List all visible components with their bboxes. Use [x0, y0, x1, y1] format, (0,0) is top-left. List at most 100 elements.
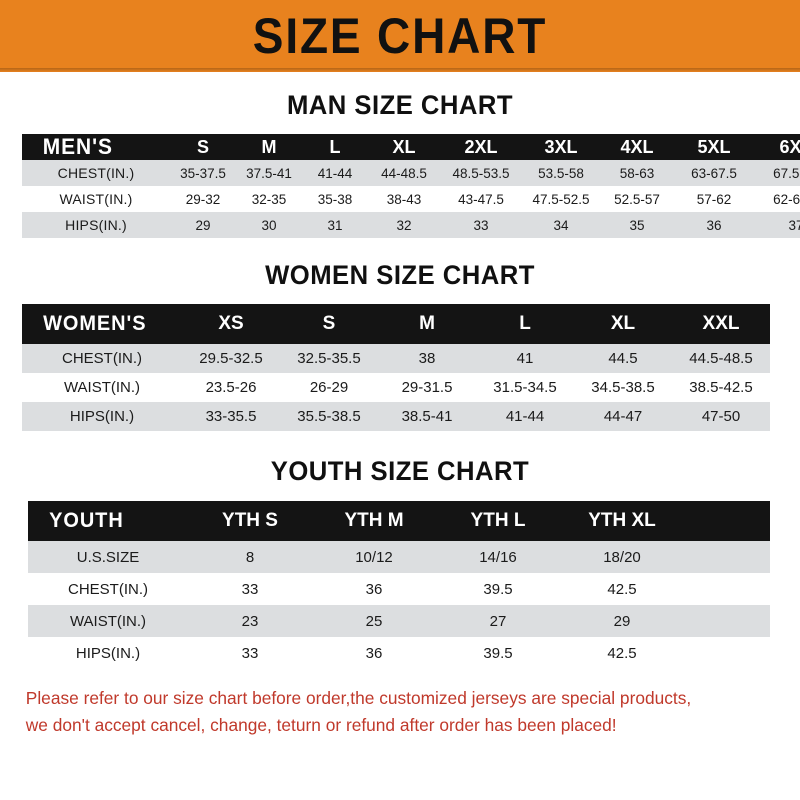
youth-row-0-val-5 [727, 541, 770, 573]
table-row: CHEST(IN.) 33 36 39.5 42.5 [28, 573, 770, 605]
page-title: SIZE CHART [252, 8, 548, 64]
men-row-2-val-7: 36 [706, 217, 722, 233]
men-col-2: L [329, 136, 341, 157]
youth-row-2-val-2: 27 [489, 612, 507, 630]
youth-row-0-val-0: 8 [245, 548, 255, 566]
men-row-1-val-5: 47.5-52.5 [532, 191, 590, 207]
youth-row-1-val-0: 33 [241, 580, 259, 598]
footer-note-line-2: we don't accept cancel, change, teturn o… [25, 715, 617, 736]
women-row-1-val-3: 31.5-34.5 [493, 379, 557, 396]
men-row-2-val-6: 35 [629, 217, 645, 233]
women-row-0-val-3: 41 [516, 350, 534, 367]
footer-note: Please refer to our size chart before or… [4, 685, 796, 739]
table-row: WAIST(IN.) 23.5-26 26-29 29-31.5 31.5-34… [22, 373, 770, 402]
youth-row-3-val-4 [684, 637, 727, 669]
youth-row-1-label: CHEST(IN.) [68, 580, 148, 598]
youth-row-2-label: WAIST(IN.) [69, 612, 147, 630]
youth-row-2-val-3: 29 [613, 612, 631, 630]
men-row-0-val-7: 63-67.5 [691, 165, 737, 181]
youth-row-0-val-3: 18/20 [603, 548, 641, 566]
table-row: HIPS(IN.) 33-35.5 35.5-38.5 38.5-41 41-4… [22, 402, 770, 431]
men-row-2-val-2: 31 [327, 217, 343, 233]
women-col-3: L [519, 313, 531, 334]
youth-row-0-val-2: 14/16 [479, 548, 517, 566]
women-col-0: XS [218, 313, 244, 334]
women-row-1-val-2: 29-31.5 [401, 379, 453, 396]
youth-row-3-val-3: 42.5 [607, 644, 637, 662]
women-row-2-label: HIPS(IN.) [69, 408, 135, 425]
men-row-2-label: HIPS(IN.) [65, 217, 127, 233]
youth-col-4 [684, 501, 727, 541]
page-banner: SIZE CHART [0, 0, 800, 72]
youth-row-2-val-5 [727, 605, 770, 637]
men-row-0-val-1: 37.5-41 [246, 165, 292, 181]
youth-row-0-val-1: 10/12 [355, 548, 393, 566]
women-row-1-val-0: 23.5-26 [205, 379, 257, 396]
men-row-1-val-0: 29-32 [185, 191, 221, 207]
men-row-1-val-7: 57-62 [696, 191, 732, 207]
women-section-title: WOMEN SIZE CHART [265, 260, 535, 290]
youth-row-1-val-2: 39.5 [483, 580, 513, 598]
men-col-3: XL [392, 136, 416, 157]
men-row-0-val-3: 44-48.5 [381, 165, 427, 181]
youth-row-2-val-1: 25 [365, 612, 383, 630]
men-row-2-val-8: 37 [788, 217, 800, 233]
men-row-0-val-6: 58-63 [619, 165, 655, 181]
men-header-label: MEN'S [42, 134, 113, 159]
table-row: HIPS(IN.) 29 30 31 32 33 34 35 36 37 [22, 212, 800, 238]
women-row-2-val-3: 41-44 [505, 408, 545, 425]
women-row-0-val-0: 29.5-32.5 [199, 350, 263, 367]
youth-table-header-row: YOUTH YTH S YTH M YTH L YTH XL [28, 501, 770, 541]
men-row-1-label: WAIST(IN.) [59, 191, 133, 207]
men-row-1-val-8: 62-66.5 [773, 191, 800, 207]
women-col-2: M [419, 313, 435, 334]
men-row-2-val-0: 29 [195, 217, 211, 233]
youth-row-3-val-1: 36 [365, 644, 383, 662]
men-col-0: S [196, 136, 209, 157]
men-row-0-label: CHEST(IN.) [57, 165, 135, 181]
men-row-1-val-4: 43-47.5 [458, 191, 504, 207]
youth-section-title: YOUTH SIZE CHART [270, 456, 530, 486]
youth-row-3-val-5 [727, 637, 770, 669]
youth-row-2-val-0: 23 [241, 612, 259, 630]
youth-row-3-label: HIPS(IN.) [75, 644, 141, 662]
banner-shadow [0, 68, 800, 72]
men-col-1: M [261, 136, 277, 157]
women-size-table: WOMEN'S XS S M L XL XXL CHEST(IN.) 29.5-… [22, 304, 770, 431]
men-row-2-val-3: 32 [396, 217, 412, 233]
men-col-6: 4XL [620, 136, 654, 157]
women-row-1-val-5: 38.5-42.5 [689, 379, 753, 396]
women-row-2-val-0: 33-35.5 [205, 408, 257, 425]
men-row-0-val-2: 41-44 [317, 165, 353, 181]
men-row-0-val-4: 48.5-53.5 [452, 165, 510, 181]
women-row-2-val-5: 47-50 [701, 408, 741, 425]
women-row-2-val-2: 38.5-41 [401, 408, 453, 425]
women-row-2-val-4: 44-47 [603, 408, 643, 425]
women-row-2-val-1: 35.5-38.5 [297, 408, 361, 425]
youth-row-1-val-3: 42.5 [607, 580, 637, 598]
women-row-0-val-2: 38 [418, 350, 436, 367]
table-row: WAIST(IN.) 29-32 32-35 35-38 38-43 43-47… [22, 186, 800, 212]
women-col-4: XL [610, 313, 636, 334]
men-section-title: MAN SIZE CHART [286, 90, 514, 120]
women-row-0-val-4: 44.5 [608, 350, 638, 367]
table-row: U.S.SIZE 8 10/12 14/16 18/20 [28, 541, 770, 573]
youth-size-table: YOUTH YTH S YTH M YTH L YTH XL U.S.SIZE … [28, 501, 770, 669]
youth-col-3: YTH XL [588, 510, 656, 531]
men-col-4: 2XL [464, 136, 498, 157]
youth-row-0-val-4 [684, 541, 727, 573]
youth-row-2-val-4 [684, 605, 727, 637]
women-table-header-row: WOMEN'S XS S M L XL XXL [22, 304, 770, 344]
table-row: WAIST(IN.) 23 25 27 29 [28, 605, 770, 637]
men-col-8: 6XL [779, 136, 800, 157]
youth-col-1: YTH M [344, 510, 404, 531]
men-row-0-val-5: 53.5-58 [538, 165, 584, 181]
women-col-1: S [322, 313, 336, 334]
men-table-header-row: MEN'S S M L XL 2XL 3XL 4XL 5XL 6XL [22, 134, 800, 160]
men-col-5: 3XL [544, 136, 578, 157]
women-row-1-label: WAIST(IN.) [63, 379, 141, 396]
men-row-2-val-4: 33 [473, 217, 489, 233]
men-col-7: 5XL [697, 136, 731, 157]
men-row-0-val-8: 67.5-72 [773, 165, 800, 181]
